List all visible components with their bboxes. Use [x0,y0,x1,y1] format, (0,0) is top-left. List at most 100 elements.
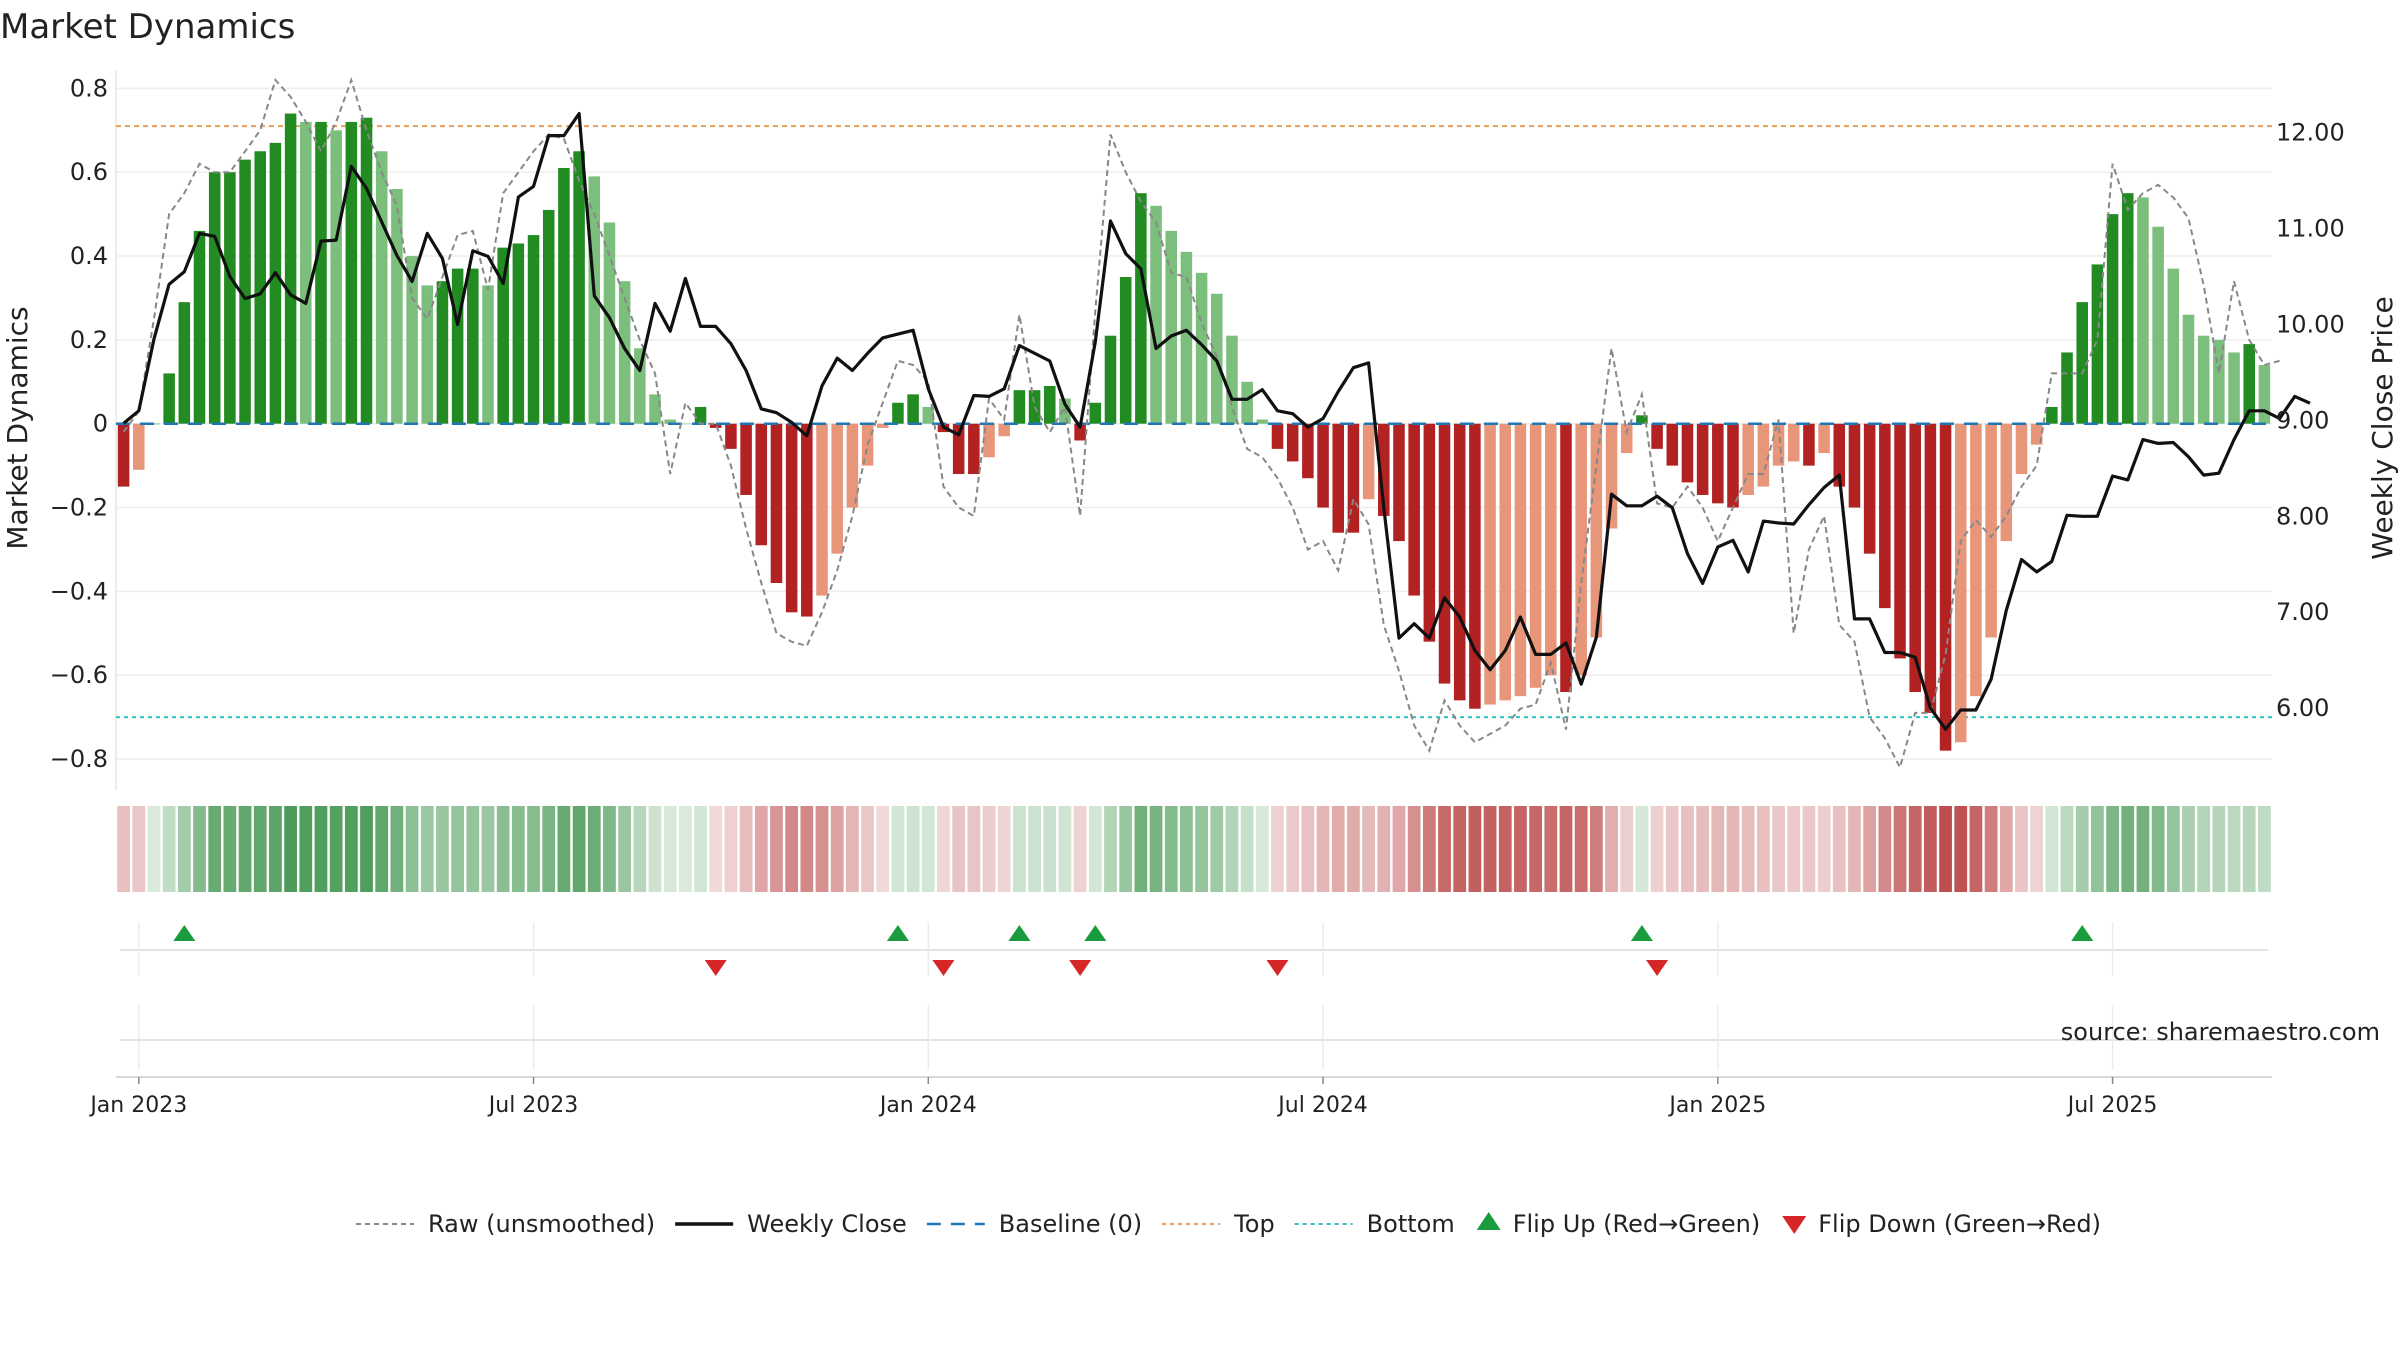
bar [1226,335,1238,424]
strip-cell [1392,806,1406,892]
legend-item: Raw (unsmoothed) [356,1210,655,1238]
y-tick-label-left: 0 [93,410,108,438]
bar [1150,205,1162,424]
strip-cell [1741,806,1755,892]
strip-cell [633,806,647,892]
legend-item: Baseline (0) [926,1210,1142,1238]
bar [1013,390,1026,424]
strip-cell [542,806,556,892]
y-tick-label-left: −0.4 [50,577,108,605]
strip-cell [1681,806,1694,892]
bar [1302,423,1314,479]
strip-cell [269,806,282,892]
bar [2015,423,2028,475]
strip-cell [2136,806,2150,892]
strip-cell [1832,806,1846,892]
bar [239,159,251,424]
strip-cell [527,806,540,892]
strip-cell [1908,806,1922,892]
strip-cell [117,806,130,892]
bar [1848,423,1861,508]
bar [117,423,130,487]
strip-cell [724,806,738,892]
bar [1833,423,1846,487]
bar [527,235,540,424]
bar [1271,423,1284,449]
strip-cell [2060,806,2074,892]
legend-label: Raw (unsmoothed) [428,1210,655,1238]
strip-cell [1498,806,1512,892]
bar [497,247,509,424]
legend-flip-down-icon [1782,1216,1807,1234]
x-tick-label: Jul 2025 [2066,1093,2158,1118]
bar [2061,352,2073,424]
bar [1772,423,1785,466]
bar [1681,423,1694,483]
strip-cell [1696,806,1710,892]
bar [2137,197,2149,424]
strip-cell [1802,806,1816,892]
bar [1939,423,1952,751]
bar [2213,339,2225,424]
bar [1712,423,1724,504]
strip-cell [147,806,161,892]
bar [193,230,206,424]
strip-cell [208,806,222,892]
legend-flip-up-icon [1476,1212,1501,1230]
strip-cell [1483,806,1497,892]
strip-cell [1438,806,1451,892]
bar [300,121,312,424]
flip-up-marker [1008,925,1031,941]
bar [1317,423,1329,508]
bar [1347,423,1360,533]
strip-cell [390,806,404,892]
strip-cell [815,806,829,892]
strip-cell [1893,806,1907,892]
y-tick-label-left: 0.4 [70,242,108,270]
flip-up-marker [2071,925,2094,941]
bar [2258,365,2271,424]
strip-cell [1772,806,1785,892]
strip-cell [557,806,571,892]
strip-cell [132,806,146,892]
y-tick-label-right: 11.00 [2276,215,2345,243]
bar [755,423,768,546]
bar [1195,272,1208,424]
strip-cell [2121,806,2135,892]
x-tick-label: Jan 2023 [88,1093,187,1118]
strip-cell [253,806,267,892]
y-tick-label-left: 0.2 [70,326,108,354]
strip-cell [193,806,206,892]
legend-label: Bottom [1367,1210,1455,1238]
y-tick-label-right: 10.00 [2276,311,2345,339]
strip-cell [2166,806,2180,892]
strip-cell [2182,806,2195,892]
y-tick-label-left: 0.6 [70,158,108,186]
bar [1863,423,1876,554]
bar [1104,335,1117,424]
bar [1165,230,1177,424]
strip-cell [982,806,996,892]
y-tick-label-left: 0.8 [70,74,108,102]
strip-cell [921,806,935,892]
strip-cell [2091,806,2104,892]
y-tick-label-left: −0.8 [50,745,108,773]
bar [1803,423,1815,466]
flip-up-marker [173,925,196,941]
strip-cell [1954,806,1968,892]
strip-cell [694,806,707,892]
bar [2106,214,2119,424]
bar [1954,423,1967,743]
bar [1970,423,1982,697]
strip-cell [238,806,252,892]
strip-cell [314,806,328,892]
bar [1119,277,1132,424]
strip-cell [1939,806,1952,892]
bar [1757,423,1770,487]
strip-cell [466,806,480,892]
strip-cell [937,806,950,892]
flip-down-marker [932,960,955,976]
bar [406,256,418,424]
bar [1332,423,1345,533]
legend-label: Top [1233,1210,1275,1238]
